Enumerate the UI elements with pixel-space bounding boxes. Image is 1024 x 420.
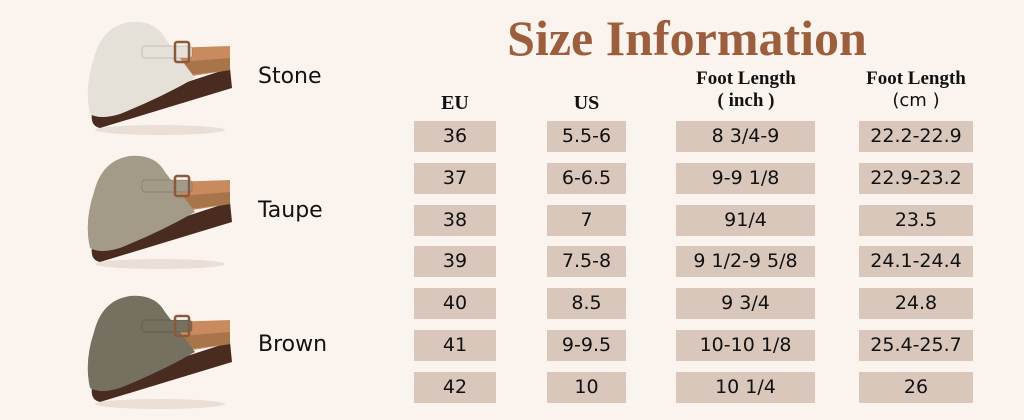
cell-us: 9-9.5 — [547, 330, 626, 361]
cell-eu: 38 — [414, 204, 496, 236]
cell-inch: 10-10 1/8 — [676, 330, 815, 361]
cell-us: 6-6.5 — [547, 162, 626, 194]
cell-eu: 39 — [414, 246, 496, 278]
shoe-image-brown — [87, 295, 233, 409]
cell-inch: 8 3/4-9 — [676, 121, 815, 152]
cell-cm: 24.8 — [859, 288, 973, 320]
cell-us: 10 — [547, 371, 626, 403]
cell-eu: 42 — [414, 371, 496, 403]
cell-inch: 9 1/2-9 5/8 — [676, 246, 815, 278]
cell-eu: 37 — [414, 162, 496, 194]
variant-label-taupe: Taupe — [258, 198, 323, 223]
cell-cm: 23.5 — [859, 204, 973, 236]
header-cm-line2: (cm ) — [892, 90, 940, 111]
cell-us: 7 — [547, 204, 626, 236]
header-cm: Foot Length (cm ) — [836, 68, 996, 112]
header-us: US — [573, 92, 600, 114]
header-inch-line1: Foot Length — [696, 68, 796, 89]
cell-us: 8.5 — [547, 288, 626, 320]
shoe-image-stone — [87, 21, 233, 135]
cell-cm: 22.2-22.9 — [859, 121, 973, 152]
cell-cm: 22.9-23.2 — [859, 162, 973, 194]
cell-inch: 91/4 — [676, 204, 815, 236]
cell-cm: 25.4-25.7 — [859, 330, 973, 361]
header-inch-line2: ( inch ) — [717, 90, 775, 111]
header-eu: EU — [441, 92, 469, 114]
cell-eu: 41 — [414, 330, 496, 361]
variant-label-brown: Brown — [258, 332, 328, 357]
cell-eu: 40 — [414, 288, 496, 320]
cell-inch: 9 3/4 — [676, 288, 815, 320]
variant-label-stone: Stone — [258, 64, 322, 89]
header-inch: Foot Length ( inch ) — [666, 68, 826, 112]
cell-cm: 26 — [859, 371, 973, 403]
page-title: Size Information — [507, 10, 867, 66]
shoe-image-taupe — [87, 155, 233, 269]
cell-inch: 9-9 1/8 — [676, 162, 815, 194]
cell-us: 5.5-6 — [547, 121, 626, 152]
cell-inch: 10 1/4 — [676, 371, 815, 403]
cell-eu: 36 — [414, 121, 496, 152]
cell-cm: 24.1-24.4 — [859, 246, 973, 278]
cell-us: 7.5-8 — [547, 246, 626, 278]
header-cm-line1: Foot Length — [866, 68, 966, 89]
